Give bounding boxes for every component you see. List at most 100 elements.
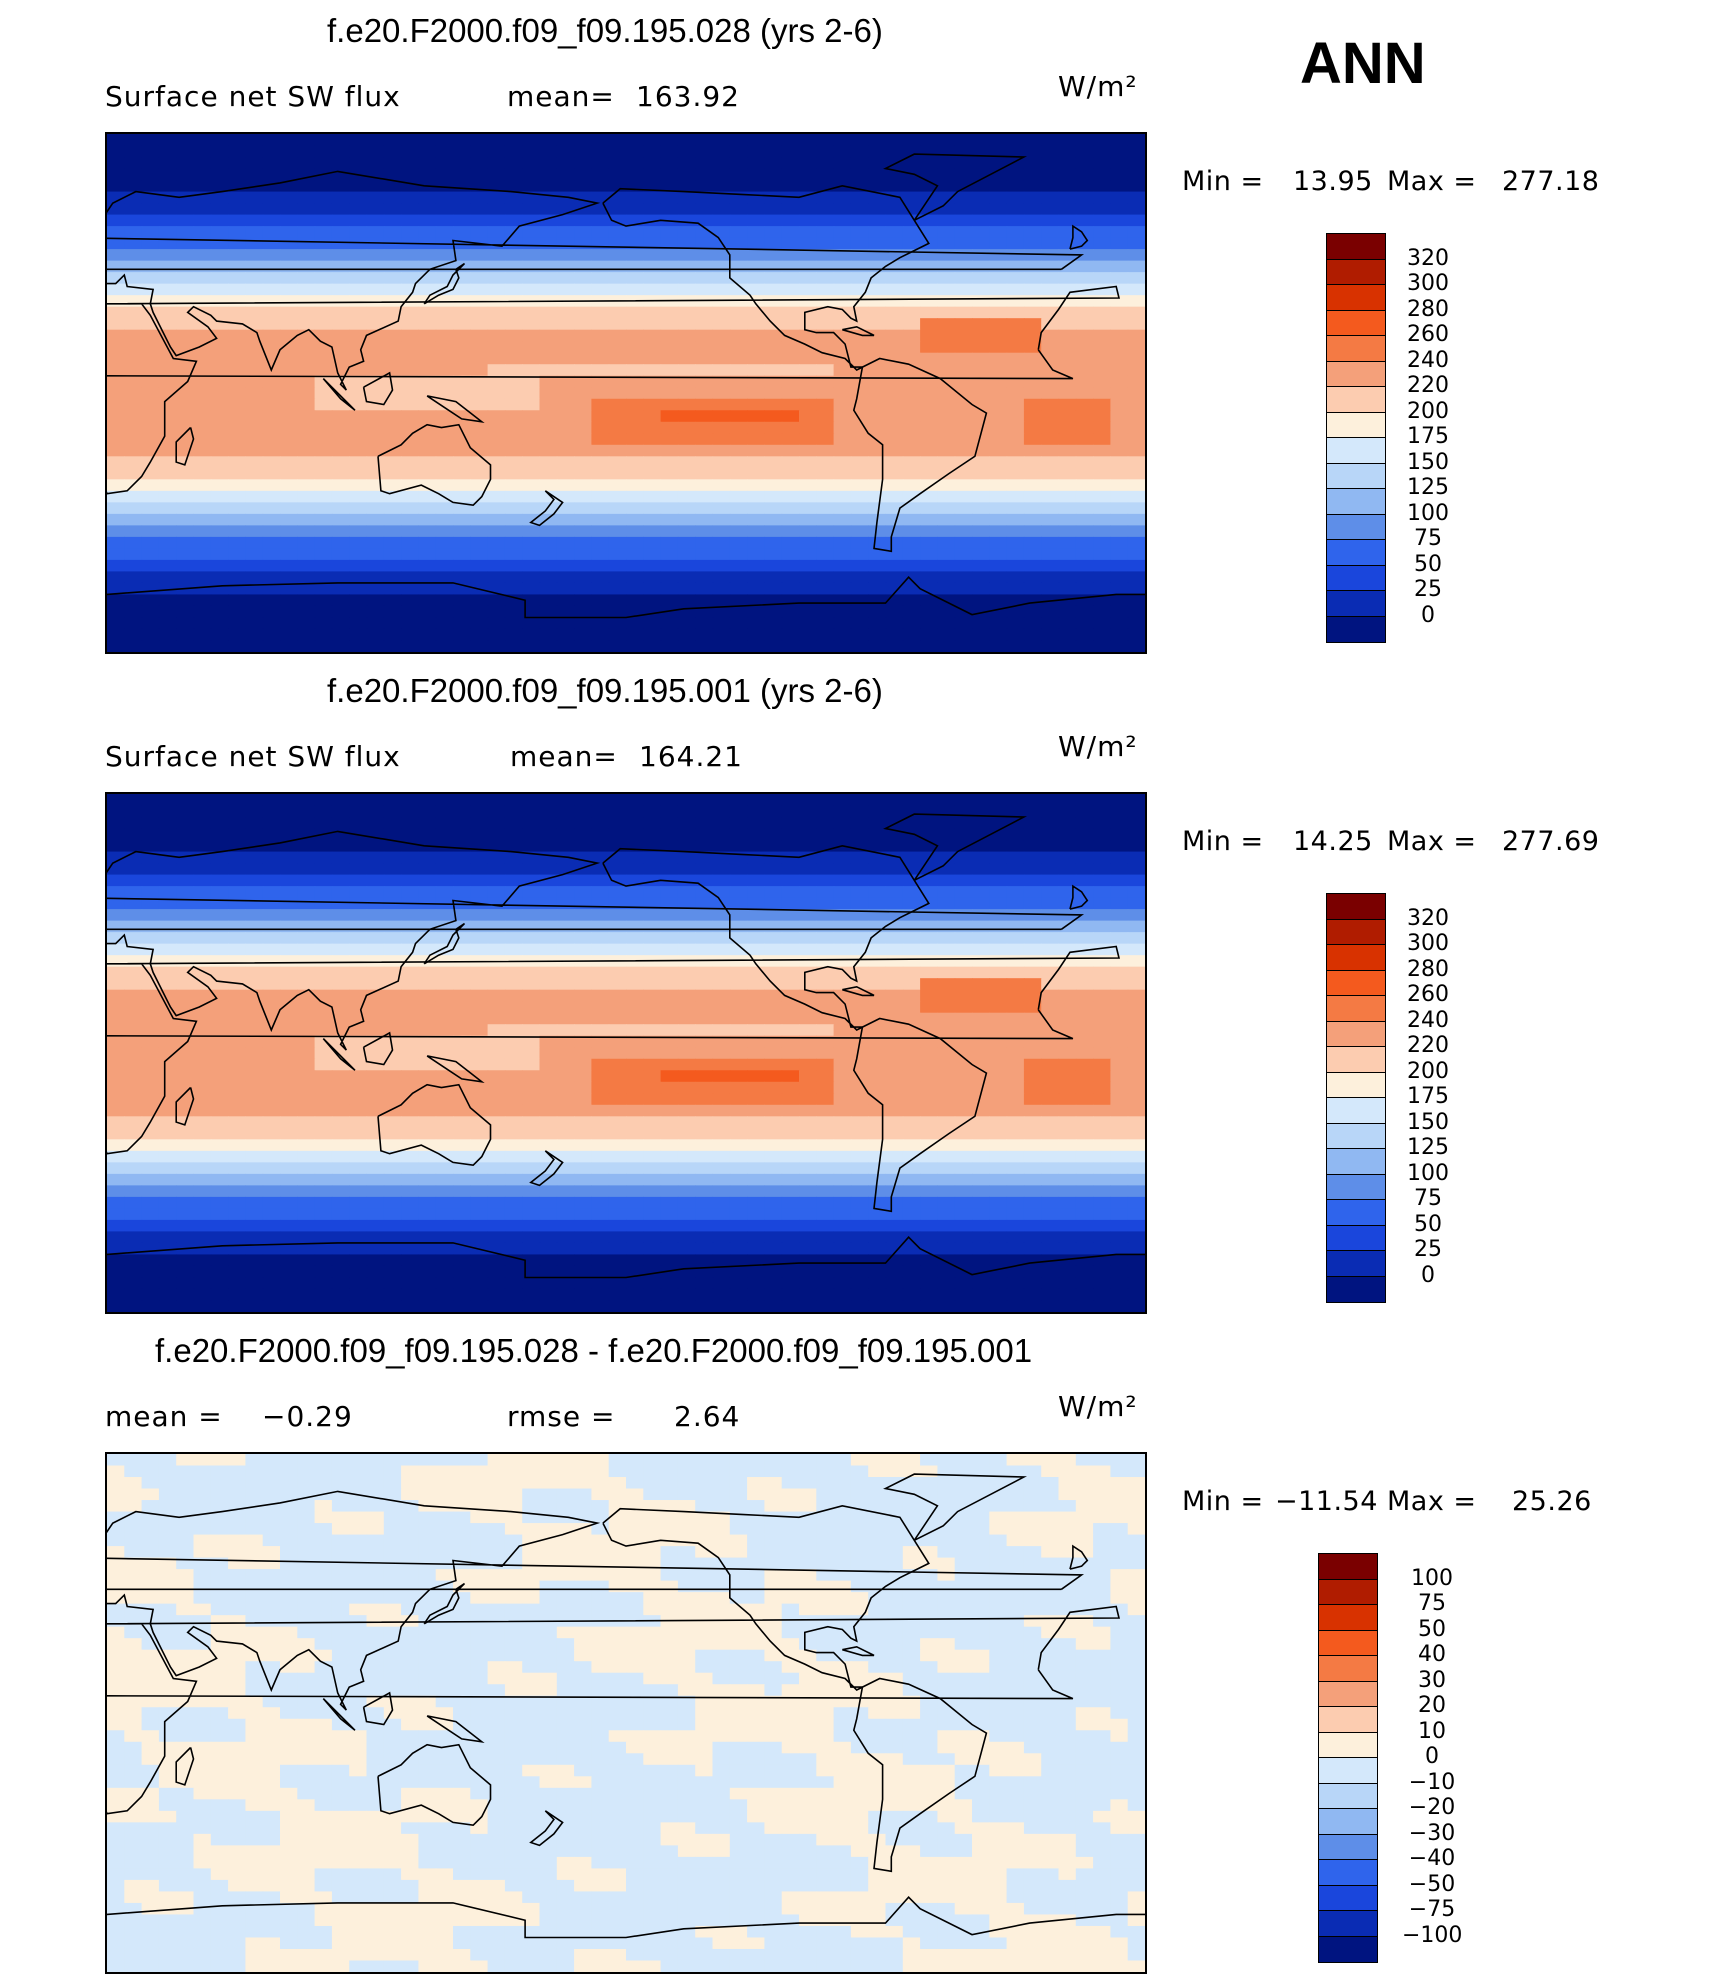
- colorbar-tick-label: 260: [1407, 322, 1449, 347]
- colorbar-tick-label: 200: [1407, 398, 1449, 424]
- colorbar-swatch: [1319, 1834, 1377, 1860]
- colorbar-tick-label: −100: [1402, 1922, 1463, 1948]
- panel2-max-label: Max =: [1387, 826, 1477, 857]
- coastline: [426, 1055, 485, 1084]
- colorbar-swatch: [1327, 919, 1385, 945]
- colorbar-tick-label: −50: [1408, 1871, 1456, 1897]
- colorbar-tick-label: 75: [1414, 526, 1442, 551]
- panel3-min-label: Min =: [1182, 1486, 1264, 1517]
- colorbar-swatch: [1327, 1072, 1385, 1098]
- panel1-units: W/m²: [1058, 70, 1138, 103]
- colorbar-tick-label: −30: [1408, 1820, 1456, 1846]
- colorbar-swatch: [1327, 970, 1385, 996]
- colorbar-swatch: [1327, 234, 1385, 260]
- colorbar-tick-label: 100: [1407, 500, 1449, 526]
- colorbar-swatch: [1327, 565, 1385, 591]
- colorbar-tick-label: 125: [1407, 475, 1449, 500]
- colorbar-swatch: [1319, 1630, 1377, 1656]
- colorbar-swatch: [1319, 1809, 1377, 1835]
- panel2-min-label: Min =: [1182, 826, 1264, 857]
- coastline: [362, 371, 394, 406]
- colorbar-tick-label: 20: [1418, 1693, 1446, 1718]
- coastline: [175, 1086, 195, 1126]
- colorbar-swatch: [1319, 1732, 1377, 1758]
- colorbar-tick-label: 0: [1421, 1262, 1435, 1288]
- colorbar-tick-label: 175: [1407, 1084, 1449, 1109]
- coastline: [107, 285, 1121, 495]
- colorbar-swatch: [1319, 1681, 1377, 1707]
- panel1-max-label: Max =: [1387, 166, 1477, 197]
- coastline: [852, 1017, 988, 1213]
- coastline: [107, 1605, 1121, 1815]
- colorbar-swatch: [1319, 1860, 1377, 1886]
- coastline: [842, 1645, 875, 1657]
- panel3-units: W/m²: [1058, 1390, 1138, 1423]
- coastline: [1069, 1544, 1089, 1570]
- coastline: [175, 426, 195, 466]
- colorbar-swatch: [1327, 1021, 1385, 1047]
- colorbar-swatch: [1327, 259, 1385, 285]
- colorbar-tick-label: 300: [1407, 271, 1449, 296]
- coastline: [602, 844, 930, 1031]
- colorbar-swatch: [1327, 591, 1385, 617]
- panel2-min-value: 14.25: [1293, 826, 1373, 857]
- colorbar-tick-label: 50: [1414, 1211, 1442, 1237]
- coastline: [322, 378, 356, 411]
- colorbar-swatch: [1327, 310, 1385, 336]
- panel1-title: f.e20.F2000.f09_f09.195.028 (yrs 2-6): [327, 12, 883, 49]
- colorbar-tick-label: 220: [1407, 1033, 1449, 1058]
- colorbar-tick-label: 30: [1418, 1667, 1446, 1693]
- panel3-title: f.e20.F2000.f09_f09.195.028 - f.e20.F200…: [155, 1332, 1033, 1369]
- colorbar-swatch: [1327, 412, 1385, 438]
- colorbar-tick-label: 10: [1418, 1718, 1446, 1744]
- colorbar-swatch: [1327, 945, 1385, 971]
- panel1-max-value: 277.18: [1502, 166, 1600, 197]
- panel3-map: [105, 1452, 1147, 1974]
- panel2-map: [105, 792, 1147, 1314]
- field-cells: [107, 1454, 1145, 1972]
- colorbar-swatch: [1327, 1047, 1385, 1073]
- panel2-units: W/m²: [1058, 730, 1138, 763]
- colorbar-swatch: [1327, 387, 1385, 413]
- panel3-rmse-value: 2.64: [674, 1400, 741, 1433]
- panel2-mean-label: mean=: [510, 740, 618, 773]
- colorbar-swatch: [1319, 1707, 1377, 1733]
- colorbar-tick-label: −40: [1408, 1846, 1456, 1871]
- colorbar-tick-label: 150: [1407, 449, 1449, 475]
- coastline: [1069, 884, 1089, 910]
- panel3-max-value: 25.26: [1512, 1486, 1592, 1517]
- colorbar-tick-label: 0: [1421, 602, 1435, 628]
- coastline: [883, 1473, 1028, 1542]
- coastline: [377, 1083, 492, 1167]
- coastline: [842, 985, 875, 997]
- colorbar-swatch: [1327, 514, 1385, 540]
- colorbar-tick-label: −75: [1408, 1897, 1456, 1922]
- panel1-map: [105, 132, 1147, 654]
- colorbar-tick-label: 220: [1407, 373, 1449, 398]
- coastline: [842, 325, 875, 337]
- colorbar-swatch: [1327, 1225, 1385, 1251]
- colorbar-swatch: [1327, 361, 1385, 387]
- panel1-colorbar: [1326, 233, 1386, 643]
- coastline: [423, 262, 466, 305]
- colorbar-swatch: [1327, 1174, 1385, 1200]
- coastline: [426, 1715, 485, 1744]
- colorbar-tick-label: 25: [1414, 577, 1442, 602]
- colorbar-swatch: [1327, 1200, 1385, 1226]
- panel2-mean-value: 164.21: [639, 740, 743, 773]
- colorbar-swatch: [1319, 1936, 1377, 1962]
- colorbar-swatch: [1327, 489, 1385, 515]
- colorbar-tick-label: 75: [1418, 1591, 1446, 1616]
- coastline: [175, 1746, 195, 1786]
- colorbar-tick-label: 50: [1418, 1616, 1446, 1642]
- colorbar-tick-label: −10: [1408, 1769, 1456, 1795]
- colorbar-swatch: [1327, 463, 1385, 489]
- panel3-mean-value: −0.29: [262, 1400, 353, 1433]
- field-cells: [107, 794, 1145, 1312]
- colorbar-swatch: [1319, 1554, 1377, 1580]
- panel1-min-value: 13.95: [1293, 166, 1373, 197]
- coastline: [107, 830, 1085, 1051]
- coastline: [602, 1504, 930, 1691]
- coastline: [107, 1236, 1145, 1279]
- coastline: [322, 1038, 356, 1071]
